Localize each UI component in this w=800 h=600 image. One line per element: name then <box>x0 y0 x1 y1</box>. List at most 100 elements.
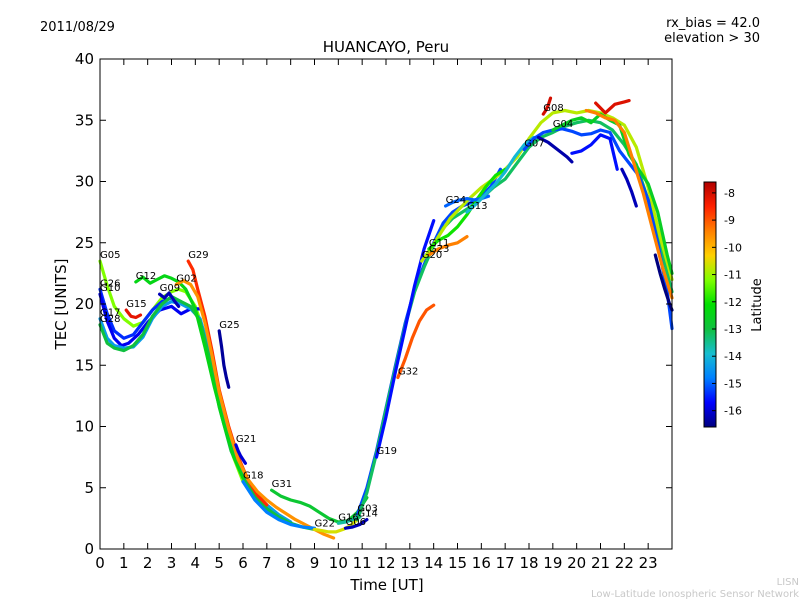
x-tick-label: 5 <box>214 554 224 572</box>
plot-data-area <box>98 96 674 540</box>
x-tick-label: 15 <box>448 554 467 572</box>
x-tick-label: 16 <box>472 554 491 572</box>
series-label-g13: G13 <box>467 201 487 212</box>
x-tick-label: 17 <box>496 554 515 572</box>
series-label-g19: G19 <box>377 446 397 457</box>
series-line-g09 <box>158 291 181 308</box>
series-label-g15: G15 <box>126 299 146 310</box>
x-tick-label: 20 <box>567 554 586 572</box>
series-line-g13 <box>465 135 536 214</box>
x-tick-label: 8 <box>286 554 296 572</box>
colorbar-label: Latitude <box>750 278 765 332</box>
x-tick-label: 19 <box>543 554 562 572</box>
series-label-g04: G04 <box>553 119 573 130</box>
x-tick-label: 6 <box>238 554 248 572</box>
series-label-g08: G08 <box>543 103 563 114</box>
series-line-g07 <box>522 127 674 331</box>
colorbar <box>703 181 717 428</box>
series-label-g31: G31 <box>272 479 292 490</box>
x-tick-label: 9 <box>310 554 320 572</box>
series-line-g20 <box>420 108 674 282</box>
colorbar-tick-label: -12 <box>724 296 742 309</box>
series-line-unlabeled-32 <box>584 108 674 300</box>
colorbar-tick-label: -9 <box>724 214 735 227</box>
series-line-g21 <box>234 443 247 465</box>
rx-bias-label: rx_bias = 42.0 <box>666 16 760 31</box>
series-label-g02: G02 <box>176 273 196 284</box>
series-label-g06: G06 <box>346 517 366 528</box>
colorbar-tick-label: -15 <box>724 377 742 390</box>
x-tick-label: 21 <box>591 554 610 572</box>
series-line-g15 <box>124 308 143 320</box>
x-tick-label: 13 <box>400 554 419 572</box>
x-tick-label: 1 <box>119 554 129 572</box>
series-line-g12 <box>134 274 245 480</box>
x-tick-label: 18 <box>519 554 538 572</box>
series-label-g18: G18 <box>243 471 263 482</box>
series-line-g11 <box>427 167 507 251</box>
series-label-g29: G29 <box>188 250 208 261</box>
series-label-g24: G24 <box>446 195 466 206</box>
series-line-unlabeled-34 <box>653 253 674 312</box>
series-label-g09: G09 <box>160 283 180 294</box>
series-label-g05: G05 <box>100 250 120 261</box>
series-line-unlabeled-29 <box>536 135 574 164</box>
series-line-g25 <box>217 329 231 389</box>
series-label-g17: G17 <box>100 308 120 319</box>
x-tick-label: 7 <box>262 554 272 572</box>
series-label-g25: G25 <box>219 320 239 331</box>
series-line-unlabeled-30 <box>570 133 619 171</box>
y-tick-label: 30 <box>75 173 94 191</box>
series-label-g22: G22 <box>315 518 335 529</box>
series-line-g03 <box>355 167 502 517</box>
series-line-unlabeled-31 <box>594 98 631 115</box>
y-axis-label: TEC [UNITS] <box>52 259 70 351</box>
y-tick-label: 0 <box>84 540 94 558</box>
series-line-g02 <box>174 279 336 540</box>
series-line-g06 <box>343 517 369 530</box>
x-tick-label: 23 <box>639 554 658 572</box>
x-tick-label: 11 <box>353 554 372 572</box>
series-label-g16: G16 <box>338 512 358 523</box>
x-tick-label: 3 <box>167 554 177 572</box>
footer-network: Low-Latitude Ionospheric Sensor Network <box>591 589 799 600</box>
footer-lisn: LISN <box>777 577 799 588</box>
colorbar-tick-label: -11 <box>724 269 742 282</box>
series-label-g32: G32 <box>398 367 418 378</box>
series-line-g22 <box>312 517 359 534</box>
series-label-g10: G10 <box>100 283 120 294</box>
x-tick-label: 22 <box>615 554 634 572</box>
y-tick-label: 40 <box>75 50 94 68</box>
series-line-g10 <box>98 292 202 348</box>
y-tick-label: 35 <box>75 111 94 129</box>
x-axis-label: Time [UT] <box>349 576 423 594</box>
series-line-g19 <box>374 219 436 459</box>
date-label: 2011/08/29 <box>40 20 115 35</box>
colorbar-ticks: -8 -9 -10 -11 -12 -13 -14 -15 -16 <box>712 187 742 418</box>
series-label-g03: G03 <box>357 504 377 515</box>
x-tick-label: 14 <box>424 554 443 572</box>
colorbar-tick-label: -14 <box>724 350 742 363</box>
y-tick-label: 20 <box>75 295 94 313</box>
series-line-g18 <box>241 480 317 530</box>
series-line-g31 <box>270 488 369 524</box>
series-line-g23 <box>427 235 469 257</box>
colorbar-tick-label: -16 <box>724 405 742 418</box>
y-tick-label: 15 <box>75 356 94 374</box>
elevation-label: elevation > 30 <box>664 31 760 46</box>
x-tick-label: 10 <box>329 554 348 572</box>
series-label-g14: G14 <box>357 509 377 520</box>
series-label-g28: G28 <box>100 314 120 325</box>
x-tick-label: 0 <box>95 554 105 572</box>
x-tick-label: 4 <box>191 554 201 572</box>
y-tick-label: 5 <box>84 479 94 497</box>
colorbar-tick-label: -8 <box>724 187 735 200</box>
series-line-g17 <box>98 300 293 524</box>
colorbar-tick-label: -10 <box>724 241 742 254</box>
series-line-g32 <box>396 303 436 380</box>
y-tick-label: 25 <box>75 234 94 252</box>
x-tick-label: 12 <box>376 554 395 572</box>
series-label-g21: G21 <box>236 434 256 445</box>
